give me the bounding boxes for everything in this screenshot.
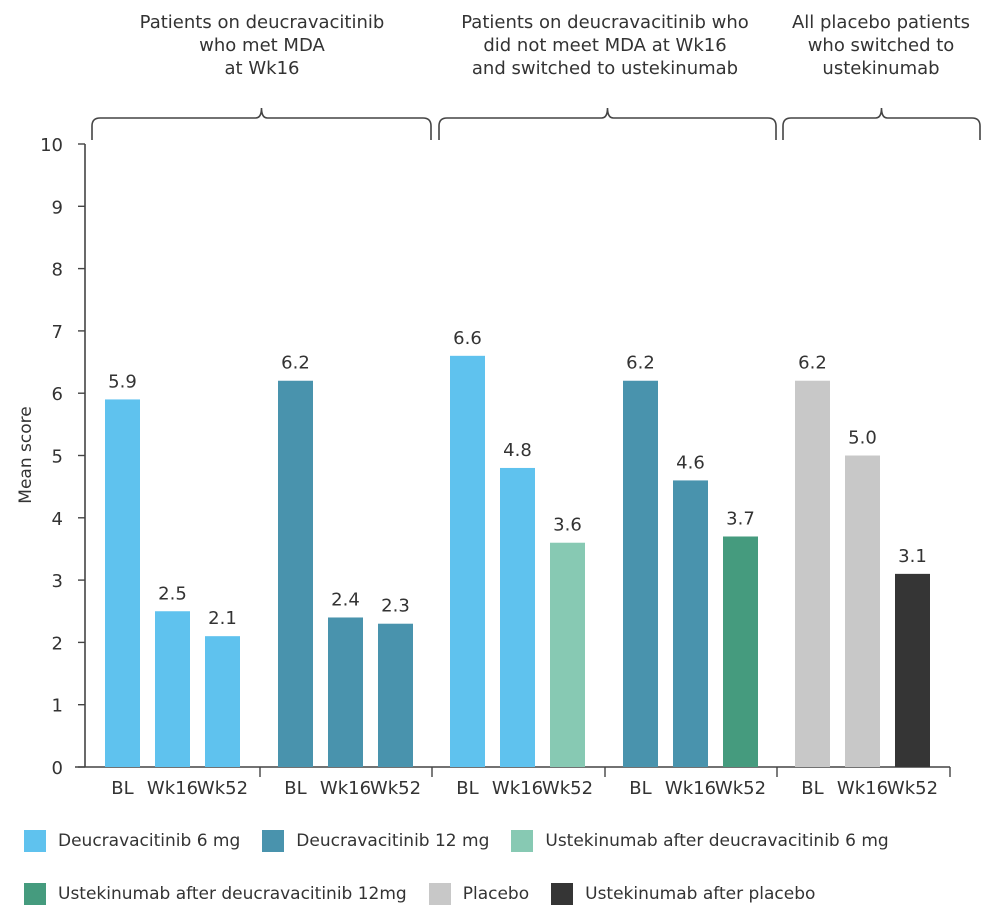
x-tick-label: BL [629, 778, 651, 799]
legend-label: Ustekinumab after deucravacitinib 12mg [58, 884, 407, 904]
bar [550, 542, 585, 767]
group-brace [91, 107, 432, 140]
group-title-3: All placebo patients who switched to ust… [791, 12, 971, 79]
bars: 5.9 BL 2.5 Wk16 2.1 Wk52 6.2 BL 2.4 Wk16 2.3 Wk52 6.… [105, 328, 938, 799]
legend-label: Placebo [462, 884, 530, 904]
bar-value-label: 3.1 [898, 546, 927, 567]
x-tick-label: Wk16 [837, 778, 888, 799]
bar [795, 380, 830, 767]
legend-label: Deucravacitinib 12 mg [296, 831, 490, 851]
bar-value-label: 2.1 [208, 608, 237, 629]
x-tick-label: Wk16 [320, 778, 371, 799]
x-tick-label: Wk16 [147, 778, 198, 799]
x-tick-label: Wk52 [370, 778, 421, 799]
x-tick-label: Wk52 [542, 778, 593, 799]
bar-value-label: 4.8 [503, 440, 532, 461]
x-tick-label: Wk52 [197, 778, 248, 799]
x-tick-label: BL [284, 778, 306, 799]
bar-value-label: 2.4 [331, 589, 360, 610]
bar [105, 399, 140, 767]
bar-value-label: 3.6 [553, 515, 582, 536]
bar-value-label: 3.7 [726, 508, 755, 529]
bar [500, 467, 535, 767]
bar [205, 636, 240, 767]
group-title-1: Patients on deucravacitinib who met MDA … [139, 12, 385, 79]
bar [378, 623, 413, 767]
bar-value-label: 5.9 [108, 371, 137, 392]
legend-item-ustek-after-placebo: Ustekinumab after placebo [551, 883, 815, 905]
x-tick-label: BL [456, 778, 478, 799]
bar [278, 380, 313, 767]
legend-label: Ustekinumab after placebo [585, 884, 816, 904]
y-tick-label: 1 [52, 696, 63, 717]
group-brace [782, 107, 981, 140]
legend-label: Deucravacitinib 6 mg [58, 831, 241, 851]
bar [673, 480, 708, 767]
y-tick-label: 10 [40, 135, 63, 156]
x-tick-label: Wk52 [715, 778, 766, 799]
x-tick-label: BL [801, 778, 823, 799]
legend-item-ustek-after-12mg: Ustekinumab after deucravacitinib 12mg [24, 883, 407, 905]
legend-swatch [24, 883, 46, 905]
legend-swatch [511, 830, 534, 852]
legend-item-ustek-after-6mg: Ustekinumab after deucravacitinib 6 mg [511, 830, 889, 852]
bar [845, 455, 880, 767]
y-tick-label: 7 [52, 322, 63, 343]
bar-value-label: 5.0 [848, 428, 877, 449]
bar-value-label: 2.5 [158, 583, 187, 604]
x-tick-label: Wk52 [887, 778, 938, 799]
y-tick-label: 9 [52, 197, 63, 218]
bar [723, 536, 758, 767]
y-tick-label: 0 [52, 758, 63, 779]
bar-value-label: 2.3 [381, 596, 410, 617]
bar [155, 611, 190, 767]
legend-item-deucra-12mg: Deucravacitinib 12 mg [262, 830, 489, 852]
x-tick-label: Wk16 [665, 778, 716, 799]
bar [895, 573, 930, 767]
bar-value-label: 6.2 [626, 353, 655, 374]
group-brace [438, 107, 777, 140]
y-axis-label: Mean score [16, 406, 36, 503]
x-tick-label: BL [111, 778, 133, 799]
bar-value-label: 6.6 [453, 328, 482, 349]
bar-value-label: 6.2 [281, 353, 310, 374]
y-tick-label: 5 [52, 447, 63, 468]
group-braces [91, 107, 981, 140]
bar [450, 355, 485, 767]
y-tick-label: 3 [52, 571, 63, 592]
legend-swatch [262, 830, 285, 852]
y-tick-label: 6 [52, 384, 63, 405]
legend-item-placebo: Placebo [428, 883, 530, 905]
bar-value-label: 6.2 [798, 353, 827, 374]
group-title-2: Patients on deucravacitinib who did not … [461, 12, 749, 79]
legend-item-deucra-6mg: Deucravacitinib 6 mg [24, 830, 240, 852]
y-tick-label: 4 [52, 509, 63, 530]
legend-swatch [428, 883, 451, 905]
legend-label: Ustekinumab after deucravacitinib 6 mg [545, 831, 889, 851]
bar [623, 380, 658, 767]
bar-value-label: 4.6 [676, 452, 705, 473]
bar [328, 617, 363, 767]
y-tick-label: 2 [52, 633, 63, 654]
x-tick-label: Wk16 [492, 778, 543, 799]
legend-swatch [24, 830, 46, 852]
y-tick-label: 8 [52, 260, 63, 281]
legend-swatch [551, 883, 574, 905]
